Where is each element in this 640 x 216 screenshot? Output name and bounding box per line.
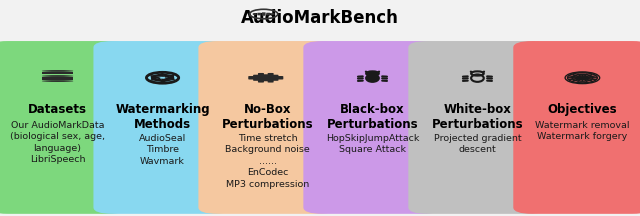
Text: AudioSeal
Timbre
Wavmark: AudioSeal Timbre Wavmark <box>139 134 186 166</box>
Polygon shape <box>161 79 176 83</box>
FancyBboxPatch shape <box>408 41 547 214</box>
Text: AudioMarkBench: AudioMarkBench <box>241 9 399 27</box>
Polygon shape <box>150 75 161 81</box>
Text: ⚙: ⚙ <box>0 215 1 216</box>
FancyBboxPatch shape <box>0 41 127 214</box>
FancyBboxPatch shape <box>253 13 257 15</box>
Polygon shape <box>160 73 175 78</box>
Polygon shape <box>149 73 164 77</box>
Ellipse shape <box>42 80 74 82</box>
FancyBboxPatch shape <box>266 13 270 15</box>
FancyBboxPatch shape <box>262 12 266 16</box>
FancyBboxPatch shape <box>303 41 442 214</box>
FancyBboxPatch shape <box>93 41 232 214</box>
Text: Projected gradient
descent: Projected gradient descent <box>434 134 521 154</box>
FancyBboxPatch shape <box>271 13 275 15</box>
Ellipse shape <box>42 70 74 72</box>
Text: White-box
Perturbations: White-box Perturbations <box>431 103 524 131</box>
FancyBboxPatch shape <box>198 41 337 214</box>
Text: Objectives: Objectives <box>548 103 617 116</box>
Polygon shape <box>42 77 74 79</box>
FancyBboxPatch shape <box>257 13 261 15</box>
FancyBboxPatch shape <box>277 76 284 79</box>
Polygon shape <box>164 75 175 80</box>
Text: Black-box
Perturbations: Black-box Perturbations <box>326 103 419 131</box>
Text: Our AudioMarkData
(biological sex, age,
language)
LibriSpeech: Our AudioMarkData (biological sex, age, … <box>10 121 105 164</box>
Ellipse shape <box>366 75 379 82</box>
Text: HopSkipJumpAttack
Square Attack: HopSkipJumpAttack Square Attack <box>326 134 419 154</box>
Circle shape <box>366 71 379 76</box>
Text: No-Box
Perturbations: No-Box Perturbations <box>221 103 314 131</box>
FancyBboxPatch shape <box>263 74 269 81</box>
Text: Time stretch
Background noise
......
EnCodec
MP3 compression: Time stretch Background noise ...... EnC… <box>225 134 310 189</box>
Polygon shape <box>150 78 165 83</box>
FancyBboxPatch shape <box>248 76 254 79</box>
Polygon shape <box>42 72 74 75</box>
Text: Watermark removal
Watermark forgery: Watermark removal Watermark forgery <box>535 121 630 141</box>
FancyBboxPatch shape <box>513 41 640 214</box>
FancyBboxPatch shape <box>258 73 264 83</box>
Text: Watermarking
Methods: Watermarking Methods <box>115 103 210 131</box>
FancyBboxPatch shape <box>253 75 259 81</box>
FancyBboxPatch shape <box>268 73 274 83</box>
Text: Datasets: Datasets <box>28 103 87 116</box>
FancyBboxPatch shape <box>273 75 278 81</box>
Ellipse shape <box>42 75 74 77</box>
